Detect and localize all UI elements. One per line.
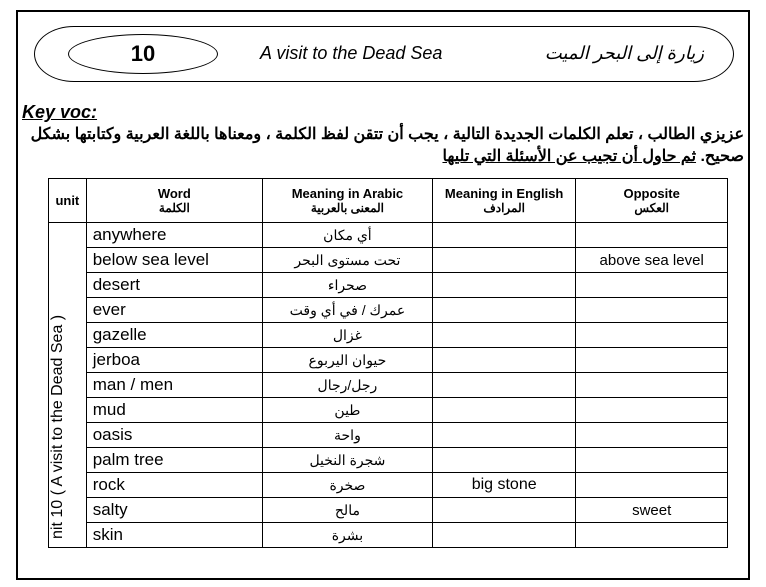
table-row: palm treeشجرة النخيل xyxy=(49,448,728,473)
table-row: oasisواحة xyxy=(49,423,728,448)
word-cell: gazelle xyxy=(86,323,262,348)
table-row: everعمرك / في أي وقت xyxy=(49,298,728,323)
meaning-en-cell xyxy=(432,423,575,448)
meaning-ar-cell: حيوان اليربوع xyxy=(262,348,432,373)
table-row: jerboaحيوان اليربوع xyxy=(49,348,728,373)
meaning-ar-cell: أي مكان xyxy=(262,223,432,248)
meaning-ar-cell: شجرة النخيل xyxy=(262,448,432,473)
meaning-en-cell xyxy=(432,523,575,548)
opposite-cell: sweet xyxy=(576,498,728,523)
table-row: desertصحراء xyxy=(49,273,728,298)
meaning-en-cell xyxy=(432,298,575,323)
meaning-ar-cell: صحراء xyxy=(262,273,432,298)
key-voc-label: Key voc: xyxy=(22,102,97,123)
opposite-cell: above sea level xyxy=(576,248,728,273)
word-cell: salty xyxy=(86,498,262,523)
instructions-line2-underlined: ثم حاول أن تجيب عن الأسئلة التي تليها xyxy=(442,148,696,165)
lesson-title-ar: زيارة إلى البحر الميت xyxy=(545,43,704,64)
meaning-ar-cell: صخرة xyxy=(262,473,432,498)
unit-rotated-label: nit 10 ( A visit to the Dead Sea ) xyxy=(49,315,67,539)
th-word: Word الكلمة xyxy=(86,179,262,223)
th-meaning-en-sub: المرادف xyxy=(439,201,569,215)
instructions-line1: عزيزي الطالب ، تعلم الكلمات الجديدة التا… xyxy=(31,126,744,143)
meaning-ar-cell: رجل/رجال xyxy=(262,373,432,398)
meaning-en-cell xyxy=(432,398,575,423)
th-unit-label: unit xyxy=(55,193,79,208)
meaning-ar-cell: واحة xyxy=(262,423,432,448)
meaning-ar-cell: عمرك / في أي وقت xyxy=(262,298,432,323)
unit-number: 10 xyxy=(131,41,155,67)
table-row: skinبشرة xyxy=(49,523,728,548)
meaning-en-cell xyxy=(432,223,575,248)
meaning-en-cell xyxy=(432,498,575,523)
word-cell: desert xyxy=(86,273,262,298)
table-row: gazelleغزال xyxy=(49,323,728,348)
meaning-en-cell xyxy=(432,323,575,348)
th-meaning-ar-label: Meaning in Arabic xyxy=(292,186,403,201)
vocab-table-wrap: unit Word الكلمة Meaning in Arabic المعن… xyxy=(48,178,748,548)
unit-cell: nit 10 ( A visit to the Dead Sea ) xyxy=(49,223,87,548)
table-row: below sea levelتحت مستوى البحر above sea … xyxy=(49,248,728,273)
table-header-row: unit Word الكلمة Meaning in Arabic المعن… xyxy=(49,179,728,223)
meaning-ar-cell: طين xyxy=(262,398,432,423)
table-row: man / menرجل/رجال xyxy=(49,373,728,398)
meaning-ar-cell: غزال xyxy=(262,323,432,348)
th-meaning-ar: Meaning in Arabic المعنى بالعربية xyxy=(262,179,432,223)
word-cell: palm tree xyxy=(86,448,262,473)
word-cell: rock xyxy=(86,473,262,498)
table-row: mudطين xyxy=(49,398,728,423)
opposite-cell xyxy=(576,523,728,548)
th-meaning-ar-sub: المعنى بالعربية xyxy=(269,201,426,215)
opposite-cell xyxy=(576,298,728,323)
opposite-cell xyxy=(576,398,728,423)
word-cell: oasis xyxy=(86,423,262,448)
meaning-en-cell xyxy=(432,273,575,298)
opposite-cell xyxy=(576,273,728,298)
opposite-cell xyxy=(576,348,728,373)
word-cell: jerboa xyxy=(86,348,262,373)
meaning-ar-cell: مالح xyxy=(262,498,432,523)
th-meaning-en: Meaning in English المرادف xyxy=(432,179,575,223)
table-row: nit 10 ( A visit to the Dead Sea )anywhe… xyxy=(49,223,728,248)
table-row: saltyمالح sweet xyxy=(49,498,728,523)
word-cell: ever xyxy=(86,298,262,323)
instructions-block: عزيزي الطالب ، تعلم الكلمات الجديدة التا… xyxy=(22,124,744,167)
th-opposite-sub: العكس xyxy=(582,201,721,215)
meaning-en-cell xyxy=(432,248,575,273)
word-cell: anywhere xyxy=(86,223,262,248)
word-cell: mud xyxy=(86,398,262,423)
opposite-cell xyxy=(576,473,728,498)
meaning-en-cell xyxy=(432,373,575,398)
instructions-line2-plain: صحيح. xyxy=(700,148,744,165)
word-cell: below sea level xyxy=(86,248,262,273)
table-row: rockصخرةbig stone xyxy=(49,473,728,498)
opposite-cell xyxy=(576,323,728,348)
opposite-cell xyxy=(576,423,728,448)
meaning-en-cell xyxy=(432,348,575,373)
th-unit: unit xyxy=(49,179,87,223)
vocab-table: unit Word الكلمة Meaning in Arabic المعن… xyxy=(48,178,728,548)
meaning-en-cell: big stone xyxy=(432,473,575,498)
opposite-cell xyxy=(576,448,728,473)
opposite-cell xyxy=(576,223,728,248)
opposite-cell xyxy=(576,373,728,398)
th-word-label: Word xyxy=(158,186,191,201)
header-band: 10 A visit to the Dead Sea زيارة إلى الب… xyxy=(34,26,734,82)
meaning-en-cell xyxy=(432,448,575,473)
th-opposite-label: Opposite xyxy=(624,186,680,201)
word-cell: skin xyxy=(86,523,262,548)
word-cell: man / men xyxy=(86,373,262,398)
th-word-sub: الكلمة xyxy=(93,201,256,215)
lesson-title-en: A visit to the Dead Sea xyxy=(260,43,442,64)
meaning-ar-cell: بشرة xyxy=(262,523,432,548)
th-opposite: Opposite العكس xyxy=(576,179,728,223)
meaning-ar-cell: تحت مستوى البحر xyxy=(262,248,432,273)
th-meaning-en-label: Meaning in English xyxy=(445,186,563,201)
unit-number-ellipse: 10 xyxy=(68,34,218,74)
